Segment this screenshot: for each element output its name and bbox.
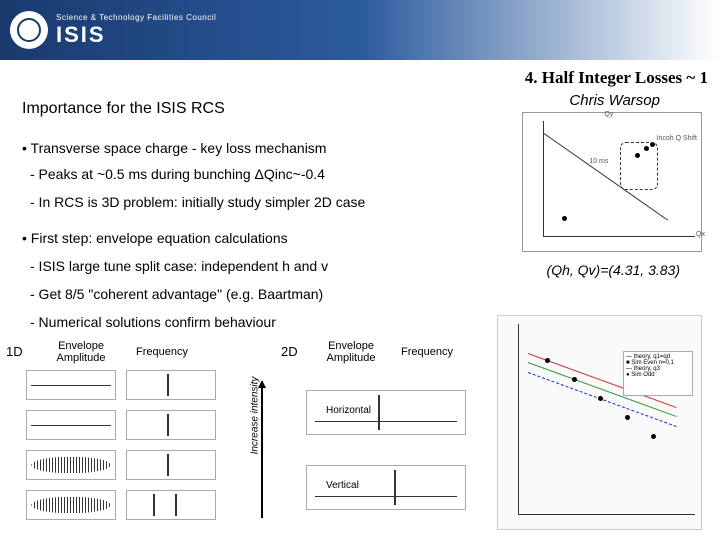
horizontal-label: Horizontal <box>326 405 371 416</box>
label-2d: 2D <box>281 344 298 359</box>
trace <box>394 470 396 504</box>
data-point <box>562 216 567 221</box>
sub-bullet-1: - Peaks at ~0.5 ms during bunching ΔQinc… <box>30 166 325 182</box>
arrow-line <box>261 388 263 518</box>
trace <box>31 385 110 386</box>
legend-item: ● Sim Odd <box>626 372 690 378</box>
trace <box>175 494 177 516</box>
bullet-2: • First step: envelope equation calculat… <box>22 230 288 246</box>
trace <box>167 374 169 396</box>
logo: Science & Technology Facilities Council … <box>10 11 216 49</box>
isis-logo-icon <box>10 11 48 49</box>
mini-chart <box>126 410 216 440</box>
tune-diagram-chart: Qy Qx Incoh Q Shift 10 ms <box>522 112 702 252</box>
mini-chart <box>126 490 216 520</box>
data-point <box>625 415 630 420</box>
envelope-amplitude-label-2: EnvelopeAmplitude <box>306 340 396 364</box>
tune-equation: (Qh, Qv)=(4.31, 3.83) <box>547 262 680 278</box>
mini-chart <box>26 450 116 480</box>
slide-subtitle: Importance for the ISIS RCS <box>22 100 225 118</box>
trace <box>31 425 110 426</box>
sub-bullet-3: - ISIS large tune split case: independen… <box>30 258 328 274</box>
data-point <box>572 377 577 382</box>
frequency-label-1: Frequency <box>136 346 188 358</box>
org-name: Science & Technology Facilities Council <box>56 13 216 22</box>
sub-bullet-4: - Get 8/5 "coherent advantage" (e.g. Baa… <box>30 286 323 302</box>
frequency-label-2: Frequency <box>401 346 453 358</box>
trace <box>378 395 380 429</box>
annotation-1: Incoh Q Shift <box>657 135 697 142</box>
x-axis-label: Qx <box>696 231 705 238</box>
trace <box>31 497 110 514</box>
mini-chart <box>26 490 116 520</box>
sub-bullet-5: - Numerical solutions confirm behaviour <box>30 314 276 330</box>
label-1d: 1D <box>6 344 23 359</box>
y-axis-label: Qy <box>604 111 613 118</box>
data-point <box>545 358 550 363</box>
trace <box>153 494 155 516</box>
chart-plot-area: Qy Qx Incoh Q Shift 10 ms <box>543 121 695 237</box>
increase-intensity-label: Increase intensity <box>249 377 260 455</box>
trace <box>315 496 457 497</box>
mini-chart <box>26 410 116 440</box>
coherent-mode-chart: — theory, q1=qd ■ Sim Even n=0,1 — theor… <box>497 315 702 530</box>
envelope-amplitude-label-1: EnvelopeAmplitude <box>36 340 126 364</box>
trace <box>167 454 169 476</box>
chart-legend: — theory, q1=qd ■ Sim Even n=0,1 — theor… <box>623 351 693 396</box>
header-text: Science & Technology Facilities Council … <box>56 13 216 48</box>
author-name: Chris Warsop <box>569 92 660 109</box>
trace <box>167 414 169 436</box>
mini-chart <box>126 370 216 400</box>
sub-bullet-2: - In RCS is 3D problem: initially study … <box>30 194 365 210</box>
bullet-1: • Transverse space charge - key loss mec… <box>22 140 326 156</box>
facility-name: ISIS <box>56 22 216 48</box>
mini-chart <box>126 450 216 480</box>
trace <box>31 457 110 474</box>
slide-title: 4. Half Integer Losses ~ 1 <box>525 68 708 88</box>
header-bar: Science & Technology Facilities Council … <box>0 0 720 60</box>
envelope-charts-area: 1D 2D EnvelopeAmplitude Frequency Envelo… <box>6 340 486 530</box>
data-point <box>651 434 656 439</box>
mini-chart <box>26 370 116 400</box>
annotation-2: 10 ms <box>589 158 608 165</box>
vertical-label: Vertical <box>326 480 359 491</box>
dashed-region <box>620 142 658 190</box>
trace <box>315 421 457 422</box>
